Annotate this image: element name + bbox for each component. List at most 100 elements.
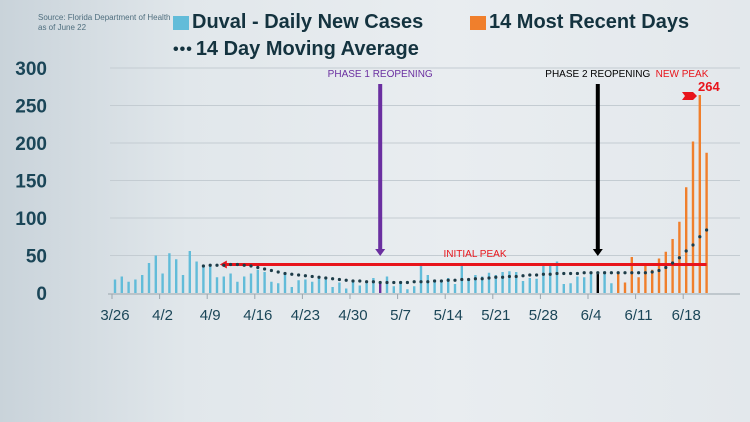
moving-average-point xyxy=(297,273,301,277)
x-tick-label: 4/9 xyxy=(200,307,221,324)
bar-daily xyxy=(181,275,185,293)
bar-daily xyxy=(372,278,375,293)
moving-average-point xyxy=(208,263,212,267)
bar-daily xyxy=(202,266,205,293)
moving-average-point xyxy=(303,274,307,278)
bar-daily xyxy=(399,281,402,293)
bar-daily xyxy=(283,273,287,293)
moving-average-point xyxy=(467,277,471,282)
bar-recent xyxy=(630,257,633,293)
moving-average-point xyxy=(514,274,518,279)
bar-daily xyxy=(324,279,327,293)
bar-daily xyxy=(603,271,606,293)
flag-arrow-icon xyxy=(682,92,697,100)
bar-daily xyxy=(535,278,538,293)
bar-recent xyxy=(685,187,688,293)
x-tick-label: 5/7 xyxy=(390,307,411,324)
moving-average-point xyxy=(596,271,600,275)
legend-swatch-recent xyxy=(470,15,486,30)
y-tick-label: 100 xyxy=(15,209,47,230)
bar-daily xyxy=(195,261,198,293)
moving-average-point xyxy=(664,265,668,270)
bar-daily xyxy=(569,283,572,293)
moving-average-point xyxy=(555,271,559,276)
phase2-label: PHASE 2 REOPENING xyxy=(545,69,650,80)
bar-daily xyxy=(583,277,586,293)
moving-average-point xyxy=(371,280,375,284)
moving-average-point xyxy=(235,262,239,267)
bar-daily xyxy=(481,276,484,293)
bar-daily xyxy=(154,255,157,293)
bar-daily xyxy=(338,282,341,293)
x-tick-label: 3/26 xyxy=(100,307,129,324)
moving-average-point xyxy=(290,272,294,276)
bar-daily xyxy=(494,275,497,293)
moving-average-point xyxy=(439,279,443,283)
legend-average: ••• 14 Day Moving Average xyxy=(173,38,419,61)
bar-daily xyxy=(385,276,389,293)
moving-average-point xyxy=(453,278,457,282)
date-line: as of June 22 xyxy=(38,23,87,32)
bar-daily xyxy=(610,283,613,293)
moving-average-point xyxy=(480,277,484,281)
moving-average-point xyxy=(623,271,627,275)
moving-average-point xyxy=(569,271,573,276)
bar-daily xyxy=(426,275,429,293)
source-note: Source: Florida Department of Health as … xyxy=(38,13,171,33)
bar-daily xyxy=(311,281,314,293)
moving-average-point xyxy=(256,265,260,270)
phase1-label: PHASE 1 REOPENING xyxy=(328,69,433,80)
moving-average-point xyxy=(657,268,661,273)
bar-daily xyxy=(215,277,219,293)
bar-daily xyxy=(249,273,253,293)
bar-daily xyxy=(120,276,123,293)
bar-recent xyxy=(705,152,708,293)
moving-average-point xyxy=(365,280,369,284)
moving-average-point xyxy=(609,271,614,275)
bar-daily xyxy=(188,251,191,293)
moving-average-point xyxy=(276,270,280,274)
bar-daily xyxy=(542,263,545,293)
moving-average-point xyxy=(630,271,634,275)
y-tick-label: 0 xyxy=(36,284,47,305)
bar-daily xyxy=(243,276,246,293)
bar-daily xyxy=(508,271,511,293)
x-tick-label: 5/21 xyxy=(481,307,510,324)
moving-average-point xyxy=(324,276,328,280)
bar-daily xyxy=(277,283,280,293)
x-tick-label: 6/11 xyxy=(625,307,653,324)
moving-average-point xyxy=(215,263,219,267)
bar-daily xyxy=(290,287,293,293)
moving-average-point xyxy=(541,272,546,276)
moving-average-point xyxy=(473,277,477,281)
bar-daily xyxy=(528,278,531,293)
moving-average-point xyxy=(698,235,702,239)
bar-daily xyxy=(209,265,212,293)
moving-average-point xyxy=(283,271,287,276)
moving-average-point xyxy=(201,264,205,268)
bar-daily xyxy=(222,276,225,293)
x-tick-label: 4/30 xyxy=(338,307,367,324)
moving-average-point xyxy=(535,273,539,277)
bar-daily xyxy=(304,279,307,293)
moving-average-point xyxy=(269,268,273,273)
bar-recent xyxy=(623,282,627,293)
moving-average-point xyxy=(684,249,688,253)
bar-recent xyxy=(617,272,620,293)
bar-daily xyxy=(515,272,518,293)
moving-average-point xyxy=(548,272,552,276)
x-tick-label: 6/4 xyxy=(581,307,602,324)
moving-average-point xyxy=(433,279,437,283)
legend-recent: 14 Most Recent Days xyxy=(470,11,689,34)
moving-average-point xyxy=(589,271,593,275)
bar-daily xyxy=(270,281,273,293)
moving-average-point xyxy=(616,271,620,275)
bar-daily xyxy=(297,280,300,293)
bar-daily xyxy=(562,284,565,293)
new-peak-value: 264 xyxy=(698,79,720,94)
bar-daily xyxy=(331,287,334,293)
bar-daily xyxy=(263,272,266,293)
y-tick-label: 250 xyxy=(15,97,47,118)
phase2-arrowhead xyxy=(592,249,603,256)
phase1-arrowhead xyxy=(375,249,386,256)
